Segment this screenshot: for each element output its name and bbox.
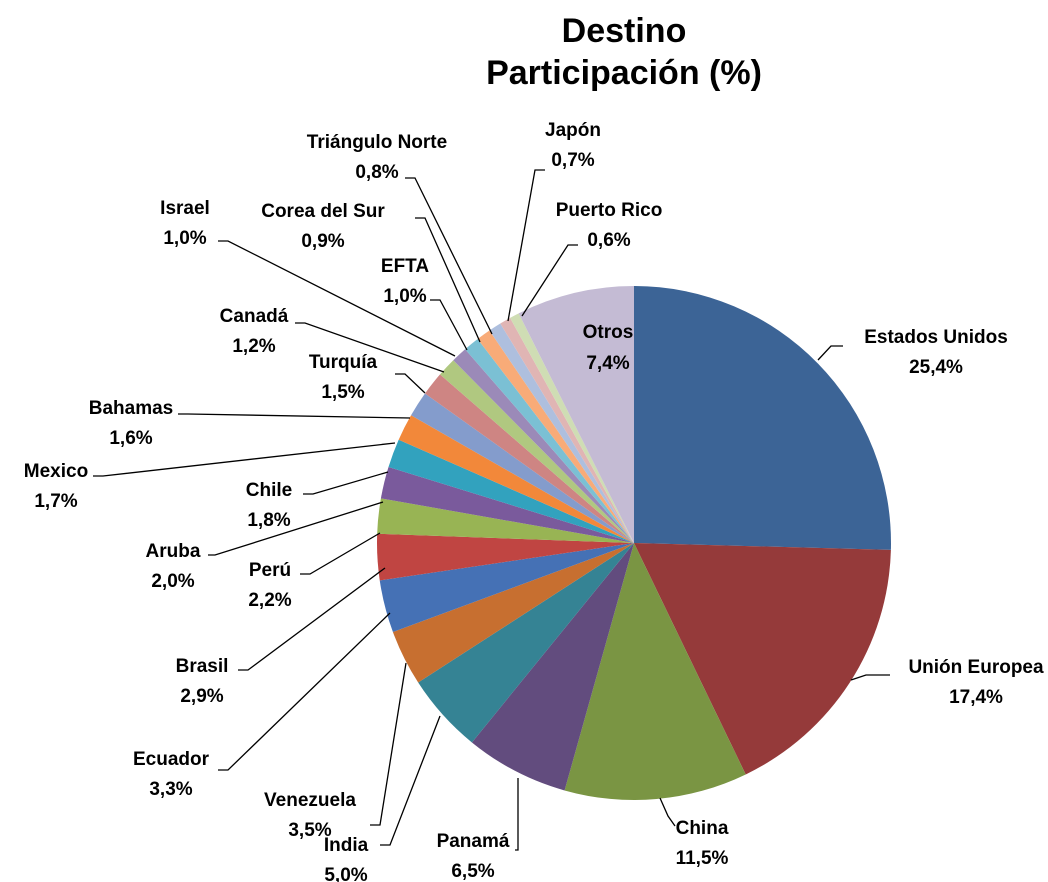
slice-value-label: 1,0% [163, 228, 206, 249]
leader-line [659, 797, 676, 827]
pie-slice [424, 374, 634, 543]
pie-slice [388, 439, 634, 543]
slice-value-label: 1,8% [247, 510, 290, 531]
slice-name-label: China [676, 818, 729, 839]
slice-name-label: Triángulo Norte [307, 132, 447, 153]
chart-title-line-1: Destino [561, 12, 687, 50]
pie-slice [489, 323, 634, 543]
pie-slice [477, 330, 634, 543]
leader-line [395, 373, 426, 394]
slice-value-label: 2,2% [248, 590, 291, 611]
slice-name-label: Brasil [176, 656, 229, 677]
pie-slice [380, 466, 634, 543]
slice-value-label: 0,7% [551, 150, 594, 171]
slice-value-label: 2,9% [180, 686, 223, 707]
leader-line [507, 169, 545, 322]
slice-value-label: 1,5% [321, 382, 364, 403]
pie-slice [634, 286, 891, 550]
pie-slice [518, 286, 634, 543]
slice-value-label: 3,5% [288, 820, 331, 841]
slice-value-label: 6,5% [451, 861, 494, 882]
leader-line [208, 501, 384, 556]
leader-line [850, 674, 890, 681]
pie-slice [471, 543, 634, 791]
pie-slice [377, 498, 634, 543]
leader-line [521, 244, 578, 317]
slice-value-label: 7,4% [586, 353, 629, 374]
pie-slice [392, 543, 634, 683]
slice-value-label: 1,7% [34, 491, 77, 512]
chart-title-line-2: Participación (%) [486, 54, 762, 92]
slice-value-label: 3,3% [149, 779, 192, 800]
pie-slice [377, 533, 634, 581]
pie-slice [465, 339, 634, 543]
slice-value-label: 1,0% [383, 286, 426, 307]
pie-slice [564, 543, 746, 801]
slice-name-label: Aruba [146, 541, 201, 562]
slice-name-label: Canadá [220, 306, 289, 327]
slice-value-label: 5,0% [324, 865, 367, 882]
pie-slice [440, 360, 634, 543]
leader-line [380, 715, 441, 846]
leader-line [817, 345, 843, 361]
slice-name-label: Perú [249, 560, 291, 581]
leader-line [218, 612, 391, 771]
slice-value-label: 2,0% [151, 571, 194, 592]
pie-slice [453, 349, 634, 543]
slice-name-label: Unión Europea [908, 657, 1044, 678]
slice-value-label: 25,4% [909, 357, 963, 378]
leader-line [303, 471, 389, 495]
pie-slice [411, 393, 634, 543]
slice-name-label: Japón [545, 120, 601, 141]
leader-line [405, 177, 493, 335]
slice-value-label: 1,2% [232, 336, 275, 357]
slice-name-label: India [324, 835, 369, 856]
leader-line [300, 532, 381, 575]
slice-name-label: Corea del Sur [261, 201, 385, 222]
slice-name-label: Bahamas [89, 398, 174, 419]
slice-name-label: Estados Unidos [864, 327, 1008, 348]
slice-value-label: 1,6% [109, 428, 152, 449]
leader-line [93, 442, 396, 477]
slice-name-label: Mexico [24, 461, 88, 482]
leader-line [430, 299, 468, 351]
slice-name-label: Chile [246, 480, 292, 501]
leader-line [178, 413, 411, 419]
slice-name-label: Panamá [437, 831, 510, 852]
pie-slice [398, 415, 634, 543]
pie-slice [510, 313, 634, 543]
pie-slice [634, 543, 891, 775]
leader-line [218, 240, 456, 357]
pie-slice [379, 543, 634, 633]
leader-line [515, 778, 519, 851]
slice-name-label: Venezuela [264, 790, 356, 811]
slice-name-label: Ecuador [133, 749, 210, 770]
slice-name-label: Puerto Rico [556, 200, 663, 221]
slice-name-label: Israel [160, 198, 210, 219]
leader-line [295, 322, 445, 373]
slice-value-label: 11,5% [676, 848, 729, 869]
slice-name-label: Turquía [309, 352, 378, 373]
leader-line [238, 567, 386, 671]
pie-slice [500, 317, 634, 543]
slice-value-label: 0,9% [301, 231, 344, 252]
leader-line [415, 217, 481, 343]
slice-value-label: 0,8% [355, 162, 398, 183]
slice-value-label: 0,6% [587, 230, 630, 251]
slice-value-label: 17,4% [949, 687, 1003, 708]
pie-slice [418, 543, 634, 743]
leader-line [370, 662, 407, 826]
slice-name-label: EFTA [381, 256, 429, 277]
slice-name-label: Otros [583, 322, 634, 343]
